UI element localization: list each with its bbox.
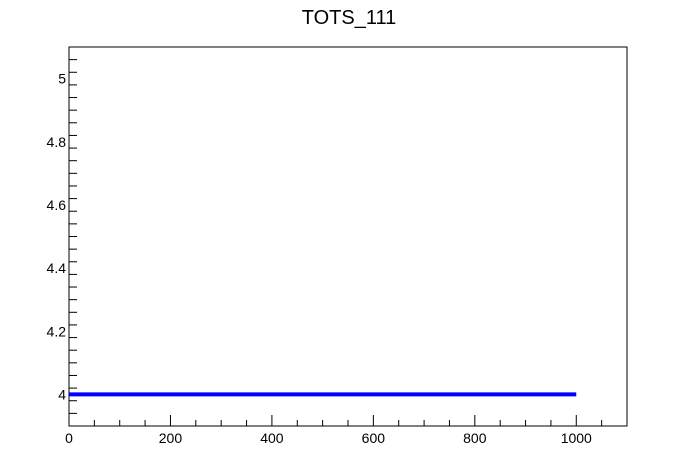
- y-tick-label: 5: [58, 71, 66, 87]
- y-axis: 4 4.2 4.4 4.6 4.8 5: [47, 46, 77, 427]
- x-tick-label: 800: [463, 430, 487, 446]
- y-tick-label: 4.2: [47, 323, 67, 339]
- x-tick-label: 1000: [561, 430, 592, 446]
- x-tick-label: 400: [260, 430, 284, 446]
- x-tick-label: 600: [362, 430, 386, 446]
- x-axis: 0 200 400 600 800 1000: [65, 415, 628, 446]
- y-tick-label: 4: [58, 386, 66, 402]
- chart-title: TOTS_111: [302, 7, 397, 29]
- y-tick-label: 4.4: [47, 260, 67, 276]
- y-tick-label: 4.8: [47, 134, 67, 150]
- x-tick-label: 0: [65, 430, 73, 446]
- x-tick-label: 200: [159, 430, 183, 446]
- y-tick-label: 4.6: [47, 197, 67, 213]
- plot-frame: [68, 46, 628, 427]
